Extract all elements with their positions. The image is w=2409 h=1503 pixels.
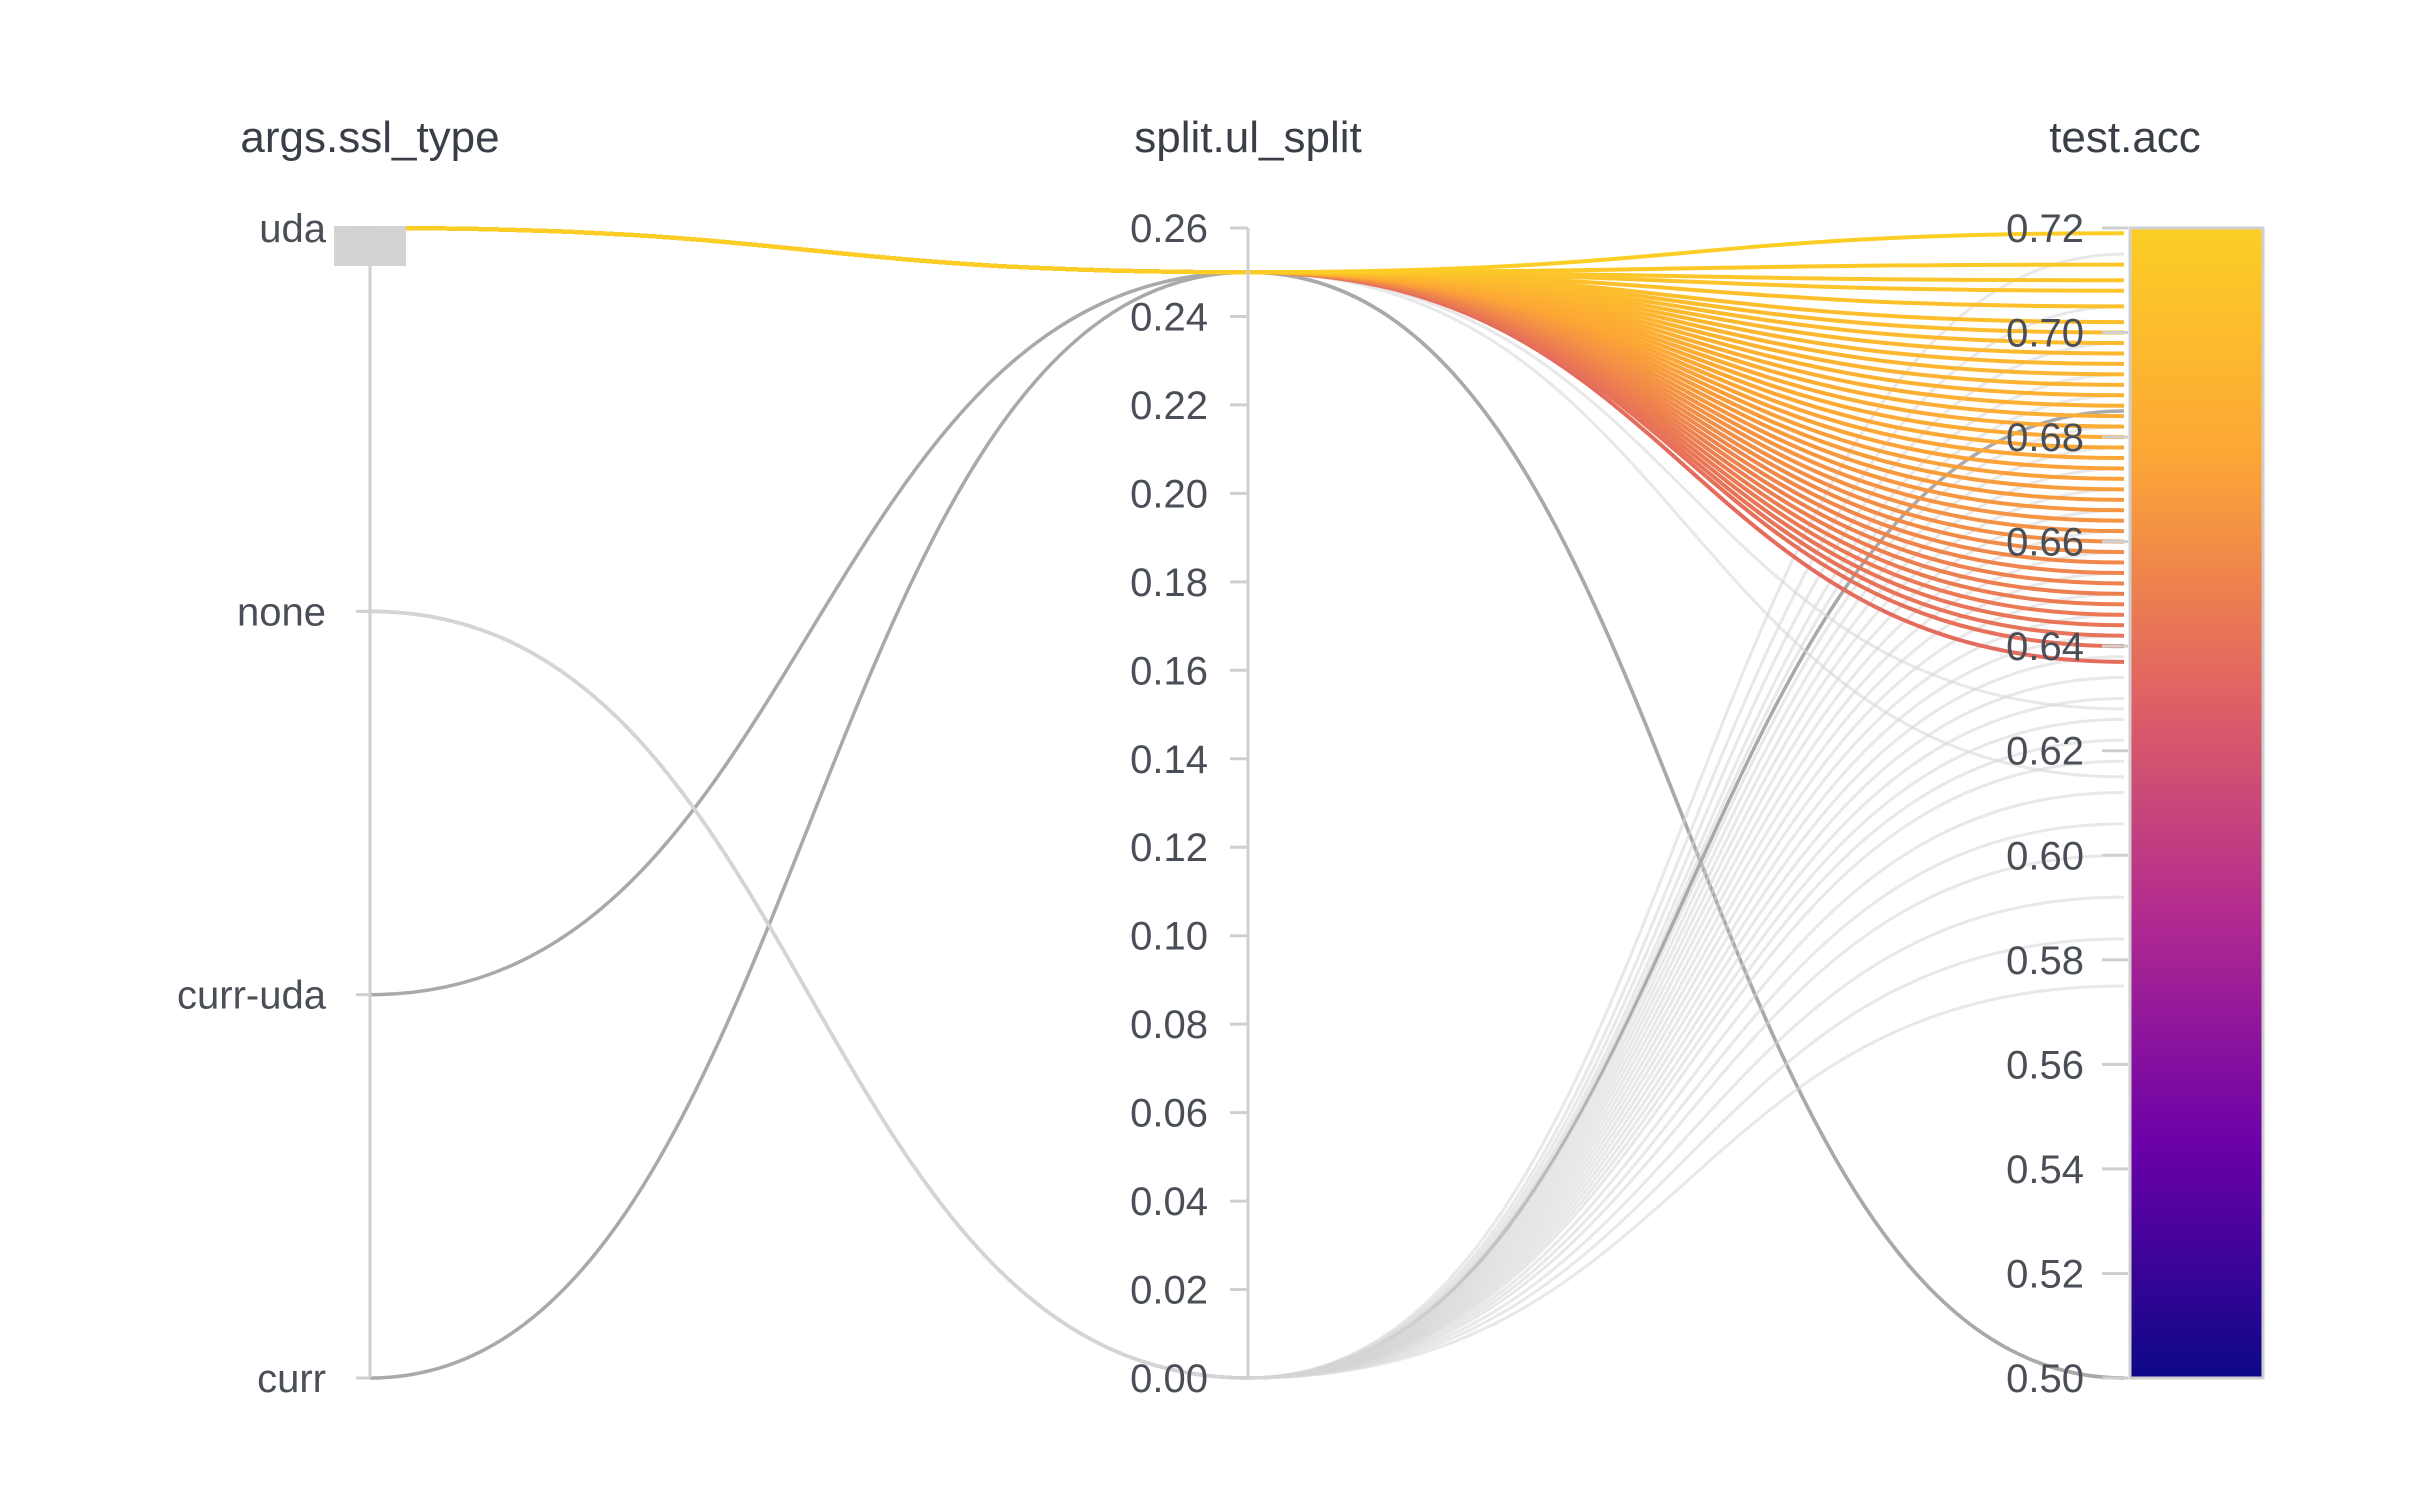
tick-label: 0.52 xyxy=(2006,1252,2084,1296)
tick-label: 0.06 xyxy=(1130,1092,1208,1136)
tick-label: curr xyxy=(257,1357,326,1401)
axis-title: args.ssl_type xyxy=(240,113,499,162)
tick-label: 0.62 xyxy=(2006,730,2084,774)
tick-label: 0.70 xyxy=(2006,312,2084,356)
tick-label: 0.26 xyxy=(1130,207,1208,251)
tick-label: none xyxy=(237,590,326,634)
tick-label: 0.18 xyxy=(1130,561,1208,605)
tick-label: curr-uda xyxy=(177,974,327,1018)
tick-label: 0.10 xyxy=(1130,915,1208,959)
tick-label: uda xyxy=(259,207,326,251)
tick-label: 0.00 xyxy=(1130,1357,1208,1401)
run-line-muted xyxy=(369,609,2125,1380)
tick-label: 0.22 xyxy=(1130,384,1208,428)
tick-label: 0.14 xyxy=(1130,738,1208,782)
tick-label: 0.16 xyxy=(1130,649,1208,693)
tick-label: 0.04 xyxy=(1130,1180,1208,1224)
tick-label: 0.50 xyxy=(2006,1357,2084,1401)
tick-label: 0.66 xyxy=(2006,521,2084,565)
colorbar xyxy=(2128,226,2265,1380)
tick-label: 0.12 xyxy=(1130,826,1208,870)
tick-label: 0.64 xyxy=(2006,625,2084,669)
filter-brush[interactable] xyxy=(334,226,406,266)
tick-label: 0.60 xyxy=(2006,834,2084,878)
tick-label: 0.68 xyxy=(2006,416,2084,460)
tick-label: 0.08 xyxy=(1130,1003,1208,1047)
axis-title: split.ul_split xyxy=(1134,113,1361,162)
tick-label: 0.20 xyxy=(1130,472,1208,516)
tick-label: 0.54 xyxy=(2006,1148,2084,1192)
axes-group: args.ssl_type split.ul_split test.acc uda no… xyxy=(177,113,2265,1401)
tick-label: 0.58 xyxy=(2006,939,2084,983)
tick-label: 0.24 xyxy=(1130,295,1208,339)
tick-label: 0.02 xyxy=(1130,1269,1208,1313)
axis-title: test.acc xyxy=(2049,113,2201,162)
tick-label: 0.56 xyxy=(2006,1043,2084,1087)
tick-label: 0.72 xyxy=(2006,207,2084,251)
